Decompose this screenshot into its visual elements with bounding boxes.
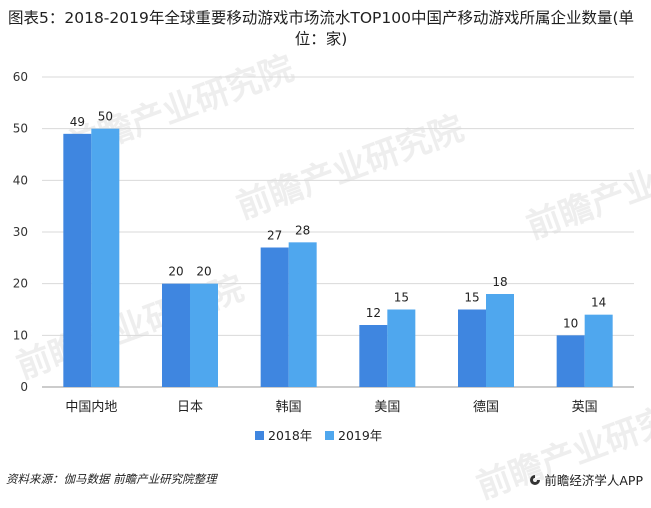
bar: [190, 283, 218, 387]
data-label: 15: [464, 291, 479, 305]
data-label: 27: [267, 229, 282, 243]
brand-text: 前瞻经济学人APP: [544, 473, 643, 488]
data-label: 18: [492, 275, 507, 289]
legend-swatch: [255, 431, 264, 440]
bar-chart: 0 10 20 30 40 50 60 49 50 中国内地 20 20 日本 27 28 韩国 12 15 美国 1…: [13, 70, 634, 443]
bar: [288, 242, 317, 387]
data-label: 10: [563, 316, 578, 330]
x-tick-label: 英国: [572, 400, 598, 415]
bar: [486, 294, 514, 387]
y-tick-label: 30: [13, 225, 28, 239]
data-label: 14: [591, 296, 606, 310]
bar: [91, 128, 120, 387]
data-label: 49: [70, 115, 85, 129]
x-tick-label: 中国内地: [65, 399, 117, 415]
bar: [387, 309, 416, 387]
bar: [458, 309, 486, 387]
bar: [584, 314, 613, 387]
x-tick-label: 日本: [177, 400, 203, 415]
bar: [162, 283, 190, 387]
x-tick-label: 美国: [374, 400, 400, 415]
y-tick-label: 50: [13, 122, 28, 136]
y-tick-label: 60: [13, 70, 28, 84]
data-label: 20: [168, 265, 183, 279]
chart-title: 图表5：2018-2019年全球重要移动游戏市场流水TOP100中国产移动游戏所…: [8, 9, 634, 48]
y-tick-label: 10: [13, 328, 28, 342]
data-label: 28: [295, 223, 310, 237]
brand-label: 前瞻经济学人APP: [529, 470, 643, 489]
legend-label: 2018年: [268, 428, 312, 443]
y-tick-label: 40: [13, 173, 28, 187]
bar: [260, 247, 289, 387]
data-label: 12: [366, 306, 381, 320]
legend-swatch: [325, 431, 334, 440]
bar: [359, 325, 388, 387]
x-tick-label: 韩国: [276, 400, 302, 415]
bar: [63, 133, 92, 387]
x-tick-label: 德国: [473, 400, 499, 415]
y-tick-label: 0: [20, 380, 28, 394]
source-note: 资料来源：伽马数据 前瞻产业研究院整理: [6, 472, 217, 486]
data-label: 20: [196, 265, 211, 279]
legend-label: 2019年: [338, 428, 382, 443]
data-label: 15: [394, 291, 409, 305]
y-tick-label: 20: [13, 277, 28, 291]
bar: [556, 335, 585, 387]
data-label: 50: [98, 110, 113, 124]
brand-logo-icon: [530, 474, 541, 485]
